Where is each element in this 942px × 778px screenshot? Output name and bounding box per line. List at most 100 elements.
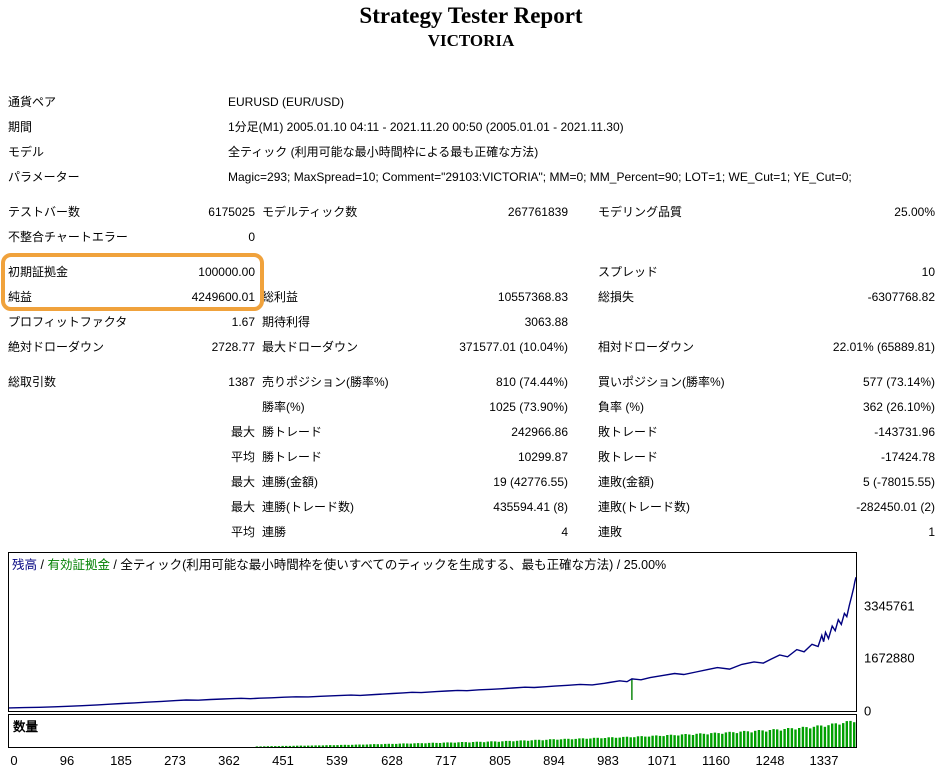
volume-bar	[493, 741, 497, 747]
volume-bar	[292, 745, 295, 747]
report-row-value: 最大	[230, 500, 255, 514]
y-tick-label: 3345761	[864, 598, 915, 614]
volume-bar	[409, 743, 412, 747]
volume-bar	[827, 725, 830, 747]
report-row-value: 100000.00	[198, 265, 255, 279]
x-tick-label: 1248	[755, 753, 785, 768]
report-row-label: 絶対ドローダウン	[8, 340, 105, 354]
volume-bar	[816, 725, 819, 747]
volume-bar	[541, 740, 544, 747]
volume-bar	[435, 742, 438, 747]
volume-bar	[318, 745, 321, 747]
report-row: 総取引数 1387 売りポジション(勝率%) 810 (74.44%) 買いポジション(…	[8, 370, 935, 395]
report-row-value: 平均	[230, 525, 255, 539]
volume-bar	[490, 741, 493, 747]
volume-bar	[798, 728, 801, 747]
x-tick-label: 451	[272, 753, 294, 768]
volume-bar	[347, 744, 350, 747]
volume-bar	[783, 729, 786, 747]
volume-bar	[373, 744, 376, 747]
volume-bar	[776, 729, 779, 747]
legend-separator: /	[109, 558, 121, 572]
volume-bar	[497, 741, 500, 747]
volume-bar	[519, 740, 522, 747]
x-tick-label: 96	[59, 753, 75, 768]
volume-bar	[750, 732, 753, 747]
volume-bar	[673, 735, 676, 747]
report-table: 通貨ペア EURUSD (EUR/USD) 期間 1分足(M1) 2005.01.10…	[8, 90, 935, 545]
volume-bar	[706, 734, 709, 747]
volume-bar	[559, 739, 563, 747]
report-row-value: 1387	[228, 375, 255, 389]
report-row: 最大 勝トレード 242966.86 敗トレード -143731.96	[8, 420, 935, 445]
volume-bar	[772, 729, 775, 747]
report-row-value: 1025 (73.90%)	[489, 400, 568, 414]
report-row-label	[8, 495, 150, 520]
report-row-value: 平均	[230, 450, 255, 464]
volume-bar	[479, 741, 482, 747]
volume-bar	[438, 743, 442, 747]
volume-bar	[343, 744, 347, 747]
volume-bar	[570, 739, 574, 747]
volume-bar	[266, 746, 270, 747]
volume-bar	[688, 734, 691, 747]
volume-bar	[416, 743, 420, 747]
volume-bar	[728, 731, 731, 747]
volume-bar	[655, 735, 658, 747]
report-row-sublabel	[255, 225, 413, 250]
volume-bar	[838, 724, 841, 747]
x-tick-label: 1071	[647, 753, 677, 768]
report-row-label: 通貨ペア	[8, 95, 57, 109]
volume-bar	[695, 733, 698, 747]
report-row-value: -282450.01 (2)	[856, 500, 935, 514]
legend-separator: /	[613, 558, 624, 572]
report-row: 平均 連勝 4 連敗 1	[8, 520, 935, 545]
volume-bar	[574, 738, 577, 747]
volume-bar	[468, 742, 471, 747]
report-row-value: 5 (-78015.55)	[862, 475, 935, 489]
report-row-sublabel	[568, 225, 748, 250]
report-row-value-wide: 1分足(M1) 2005.01.10 04:11 - 2021.11.20 00…	[228, 120, 624, 134]
legend-balance-label: 残高	[12, 558, 38, 572]
report-row-label: 純益	[8, 290, 33, 304]
report-row-label: パラメーター	[8, 170, 80, 184]
report-row: テストバー数 6175025 モデルティック数 267761839 モデリング品質 25.…	[8, 200, 935, 225]
volume-bar	[849, 720, 852, 747]
x-tick-label: 1337	[809, 753, 839, 768]
volume-bar	[442, 742, 445, 747]
report-row: 純益 4249600.01 総利益 10557368.83 総損失 -6307768.82	[8, 285, 935, 310]
report-row: 勝率(%) 1025 (73.90%) 負率 (%) 362 (26.10%)	[8, 395, 935, 420]
volume-bar	[717, 733, 720, 747]
volume-bar	[563, 738, 566, 747]
volume-bar	[651, 735, 654, 747]
volume-bar	[325, 745, 328, 747]
report-row: プロフィットファクタ 1.67 期待利得 3063.88	[8, 310, 935, 335]
volume-bar	[420, 743, 423, 747]
volume-bar	[281, 745, 284, 747]
report-row-sublabel: 勝トレード	[262, 425, 323, 439]
x-tick-label: 628	[381, 753, 403, 768]
report-row-value: -143731.96	[874, 425, 935, 439]
report-row-value: 371577.01 (10.04%)	[459, 340, 568, 354]
report-row-label: プロフィットファクタ	[8, 315, 128, 329]
report-row-sublabel	[255, 260, 413, 285]
volume-bar	[398, 743, 401, 747]
report-row-sublabel: 相対ドローダウン	[598, 340, 695, 354]
volume-bar	[691, 735, 695, 747]
volume-bar	[321, 745, 325, 747]
volume-bar	[823, 726, 827, 747]
volume-bar	[380, 744, 383, 747]
volume-bar	[537, 739, 541, 747]
volume-bar	[787, 728, 790, 747]
report-row-label	[8, 420, 150, 445]
page-title: Strategy Tester Report	[359, 3, 583, 28]
volume-bar	[486, 741, 489, 747]
volume-bar	[625, 736, 629, 747]
volume-bar	[592, 737, 596, 747]
volume-bar	[504, 740, 508, 747]
volume-bar	[614, 737, 618, 747]
volume-bar	[739, 731, 742, 747]
volume-bar	[735, 733, 739, 747]
volume-bar	[842, 723, 845, 747]
x-tick-label: 362	[218, 753, 240, 768]
